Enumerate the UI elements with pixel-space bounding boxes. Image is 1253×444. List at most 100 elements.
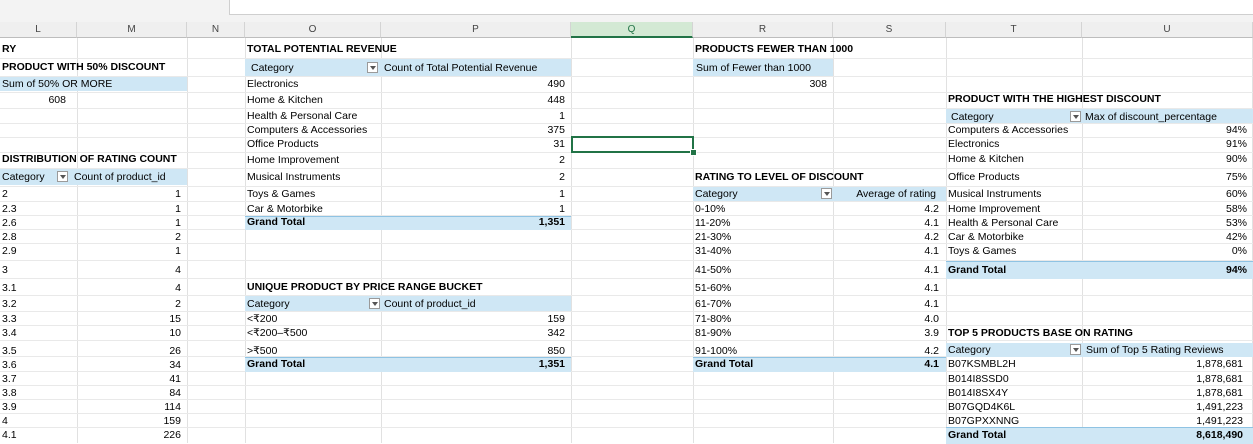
row-label[interactable]: 11-20% [695, 217, 731, 229]
column-header-s[interactable]: S [833, 22, 946, 38]
row-label[interactable]: 3.8 [2, 387, 17, 399]
rating-col-count[interactable]: Count of product_id [74, 171, 166, 183]
fill-handle[interactable] [690, 149, 697, 156]
row-value[interactable]: 10 [169, 327, 181, 339]
row-label[interactable]: 3.4 [2, 327, 17, 339]
highest-total-label[interactable]: Grand Total [948, 264, 1007, 276]
column-header-u[interactable]: U [1082, 22, 1253, 38]
top5-col-sum[interactable]: Sum of Top 5 Rating Reviews [1086, 344, 1224, 356]
row-label[interactable]: Car & Motorbike [247, 203, 323, 215]
row-label[interactable]: Car & Motorbike [948, 231, 1024, 243]
price-col-count[interactable]: Count of product_id [384, 298, 476, 310]
row-value[interactable]: 53% [1225, 217, 1247, 229]
row-value[interactable]: 4.1 [924, 282, 939, 294]
column-header-n[interactable]: N [187, 22, 245, 38]
row-value[interactable]: 0% [1231, 245, 1247, 257]
row-value[interactable]: 91% [1225, 138, 1247, 150]
row-value[interactable]: 1 [175, 188, 181, 200]
revenue-col-count[interactable]: Count of Total Potential Revenue [384, 62, 538, 74]
row-value[interactable]: 2 [175, 298, 181, 310]
row-value[interactable]: 26 [169, 345, 181, 357]
row-value[interactable]: 1,878,681 [1196, 373, 1243, 385]
row-value[interactable]: 375 [547, 124, 565, 136]
row-label[interactable]: 3.7 [2, 373, 17, 385]
row-value[interactable]: 1,878,681 [1196, 387, 1243, 399]
row-value[interactable]: 4.1 [924, 298, 939, 310]
row-label[interactable]: 2.9 [2, 245, 17, 257]
row-label[interactable]: 2.8 [2, 231, 17, 243]
row-value[interactable]: 75% [1225, 171, 1247, 183]
row-value[interactable]: 114 [164, 401, 181, 413]
row-label[interactable]: Electronics [247, 78, 299, 90]
row-label[interactable]: Computers & Accessories [247, 124, 368, 136]
row-value[interactable]: 1,878,681 [1196, 358, 1243, 370]
row-value[interactable]: 60% [1225, 188, 1247, 200]
row-value[interactable]: 342 [547, 327, 565, 339]
filter-dropdown-icon[interactable] [369, 298, 380, 309]
row-label[interactable]: 0-10% [695, 203, 726, 215]
row-label[interactable]: B07GQD4K6L [948, 401, 1016, 413]
column-header-m[interactable]: M [77, 22, 187, 38]
row-value[interactable]: 84 [169, 387, 181, 399]
fewer-value[interactable]: 308 [809, 78, 827, 90]
row-label[interactable]: 3.2 [2, 298, 17, 310]
highest-total-value[interactable]: 94% [1225, 264, 1247, 276]
row-value[interactable]: 41 [169, 373, 181, 385]
row-value[interactable]: 1,491,223 [1196, 401, 1243, 413]
row-value[interactable]: 4.1 [924, 217, 939, 229]
column-header-o[interactable]: O [245, 22, 381, 38]
row-value[interactable]: 448 [547, 94, 565, 106]
top5-total-label[interactable]: Grand Total [948, 429, 1007, 441]
row-value[interactable]: 94% [1225, 124, 1247, 136]
row-value[interactable]: 1 [559, 188, 565, 200]
filter-dropdown-icon[interactable] [821, 188, 832, 199]
formula-bar[interactable] [229, 0, 1253, 15]
row-label[interactable]: 2.3 [2, 203, 17, 215]
row-label[interactable]: 31-40% [695, 245, 732, 257]
revenue-total-value[interactable]: 1,351 [538, 216, 565, 228]
row-label[interactable]: 61-70% [695, 298, 732, 310]
level-total-value[interactable]: 4.1 [924, 358, 939, 370]
row-value[interactable]: 159 [547, 313, 565, 325]
row-label[interactable]: 2 [2, 188, 8, 200]
row-label[interactable]: B07GPXXNNG [948, 415, 1020, 427]
row-label[interactable]: 51-60% [695, 282, 732, 294]
row-value[interactable]: 3.9 [924, 327, 939, 339]
row-label[interactable]: Home Improvement [948, 203, 1041, 215]
row-label[interactable]: 2.6 [2, 217, 17, 229]
row-label[interactable]: B07KSMBL2H [948, 358, 1016, 370]
row-label[interactable]: 3.9 [2, 401, 17, 413]
row-value[interactable]: 4.1 [924, 245, 939, 257]
row-label[interactable]: 81-90% [695, 327, 732, 339]
row-label[interactable]: Electronics [948, 138, 1000, 150]
row-label[interactable]: 3.5 [2, 345, 17, 357]
row-value[interactable]: 4.2 [924, 203, 939, 215]
row-label[interactable]: 71-80% [695, 313, 732, 325]
row-label[interactable]: Office Products [247, 138, 319, 150]
level-col-average[interactable]: Average of rating [856, 188, 936, 200]
price-total-value[interactable]: 1,351 [538, 358, 565, 370]
row-value[interactable]: 42% [1225, 231, 1247, 243]
row-label[interactable]: <₹200–₹500 [247, 327, 308, 339]
filter-dropdown-icon[interactable] [57, 171, 68, 182]
row-value[interactable]: 34 [169, 359, 181, 371]
revenue-total-label[interactable]: Grand Total [247, 216, 306, 228]
level-col-category[interactable]: Category [695, 188, 738, 200]
row-label[interactable]: 3.3 [2, 313, 17, 325]
row-value[interactable]: 2 [175, 231, 181, 243]
row-value[interactable]: 4.0 [924, 313, 939, 325]
discount-value[interactable]: 608 [48, 94, 66, 106]
row-label[interactable]: B014I8SX4Y [948, 387, 1009, 399]
row-label[interactable]: Health & Personal Care [948, 217, 1059, 229]
highest-col-category[interactable]: Category [951, 111, 994, 123]
sort-filter-icon[interactable] [1070, 111, 1081, 122]
rating-col-category[interactable]: Category [2, 171, 45, 183]
row-label[interactable]: Home & Kitchen [247, 94, 323, 106]
row-value[interactable]: 1 [175, 203, 181, 215]
row-value[interactable]: 4 [175, 264, 181, 276]
row-value[interactable]: 226 [163, 429, 181, 441]
row-label[interactable]: <₹200 [247, 313, 278, 325]
column-header-q[interactable]: Q [571, 22, 693, 38]
row-label[interactable]: >₹500 [247, 345, 278, 357]
row-label[interactable]: B014I8SSD0 [948, 373, 1009, 385]
